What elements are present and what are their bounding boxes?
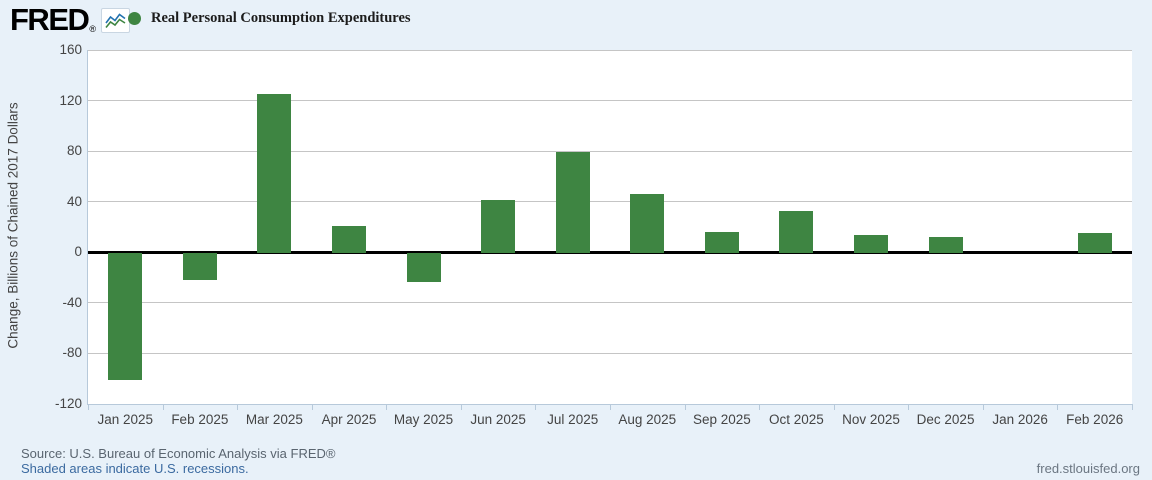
x-tick-mark (535, 404, 537, 410)
fred-sparkline-icon (101, 7, 131, 33)
x-tick-label-mar-2025: Mar 2025 (245, 412, 303, 427)
y-axis-title: Change, Billions of Chained 2017 Dollars (5, 102, 21, 349)
y-tick-label--120: -120 (54, 396, 82, 411)
x-tick-label-may-2025: May 2025 (393, 412, 454, 427)
chart-footer: Source: U.S. Bureau of Economic Analysis… (0, 444, 1152, 480)
x-tick-label-feb-2026: Feb 2026 (1066, 412, 1124, 427)
bar-mar-2025[interactable] (257, 94, 292, 254)
y-tick-label-40: 40 (66, 193, 82, 209)
bar-jan-2025[interactable] (108, 253, 143, 380)
x-tick-mark (908, 404, 910, 410)
x-tick-mark (386, 404, 388, 410)
bar-aug-2025[interactable] (630, 194, 665, 254)
zero-baseline (88, 251, 1132, 255)
x-tick-label-sep-2025: Sep 2025 (692, 412, 751, 427)
x-tick-label-jun-2025: Jun 2025 (470, 412, 526, 427)
x-tick-mark (684, 404, 686, 410)
y-tick-label--80: -80 (62, 345, 82, 361)
y-tick-label--40: -40 (62, 294, 82, 310)
chart-header: FRED ® Real Personal Consumption Expendi… (0, 0, 1152, 42)
x-tick-label-jan-2026: Jan 2026 (992, 412, 1048, 427)
bar-sep-2025[interactable] (704, 232, 739, 254)
gridline-40 (88, 201, 1132, 203)
x-tick-mark (1132, 404, 1133, 410)
bar-nov-2025[interactable] (854, 234, 888, 254)
y-tick-label-160: 160 (59, 42, 82, 57)
bar-apr-2025[interactable] (332, 225, 366, 254)
x-tick-mark (610, 404, 611, 410)
gridline-80 (88, 150, 1132, 152)
series-legend: Real Personal Consumption Expenditures (128, 10, 411, 27)
x-tick-mark (460, 404, 462, 410)
fred-logo[interactable]: FRED ® (10, 2, 131, 37)
x-tick-mark (833, 404, 835, 410)
x-tick-label-aug-2025: Aug 2025 (618, 412, 677, 427)
x-tick-mark (237, 404, 239, 410)
bar-jun-2025[interactable] (481, 200, 516, 254)
series-marker-icon (128, 12, 141, 25)
source-attribution: Source: U.S. Bureau of Economic Analysis… (21, 446, 336, 461)
y-axis-line (87, 50, 88, 405)
series-title: Real Personal Consumption Expenditures (151, 10, 411, 26)
recession-note-link[interactable]: Shaded areas indicate U.S. recessions. (21, 461, 249, 476)
y-tick-label-120: 120 (59, 92, 82, 108)
x-tick-mark (1057, 404, 1059, 410)
x-tick-label-dec-2025: Dec 2025 (916, 412, 975, 427)
bar-jul-2025[interactable] (555, 152, 590, 254)
x-tick-mark (162, 404, 164, 410)
registered-trademark: ® (89, 24, 97, 34)
gridline-120 (88, 100, 1132, 102)
x-tick-label-nov-2025: Nov 2025 (842, 412, 900, 427)
bar-feb-2025[interactable] (182, 253, 217, 280)
gridline-160 (88, 49, 1132, 51)
x-tick-mark (311, 404, 313, 410)
y-tick-label-80: 80 (66, 143, 82, 159)
x-tick-label-jul-2025: Jul 2025 (547, 412, 599, 427)
fred-logo-text: FRED (10, 2, 90, 37)
x-tick-label-jan-2025: Jan 2025 (97, 412, 154, 427)
x-tick-label-apr-2025: Apr 2025 (321, 412, 377, 427)
x-tick-mark (759, 404, 761, 410)
x-tick-label-feb-2025: Feb 2025 (171, 412, 229, 427)
gridline--80 (88, 352, 1132, 354)
bar-oct-2025[interactable] (779, 210, 814, 254)
gridline--40 (88, 302, 1132, 304)
bar-dec-2025[interactable] (928, 237, 963, 254)
x-tick-label-oct-2025: Oct 2025 (769, 412, 824, 427)
bar-feb-2026[interactable] (1077, 233, 1112, 254)
plot-area (87, 49, 1132, 405)
bar-may-2025[interactable] (406, 253, 441, 283)
y-tick-label-0: 0 (74, 244, 82, 260)
x-tick-mark (88, 404, 89, 410)
bar-chart: Change, Billions of Chained 2017 Dollars… (5, 42, 1133, 427)
x-tick-mark (982, 404, 984, 410)
fred-site-link[interactable]: fred.stlouisfed.org (1036, 461, 1140, 476)
